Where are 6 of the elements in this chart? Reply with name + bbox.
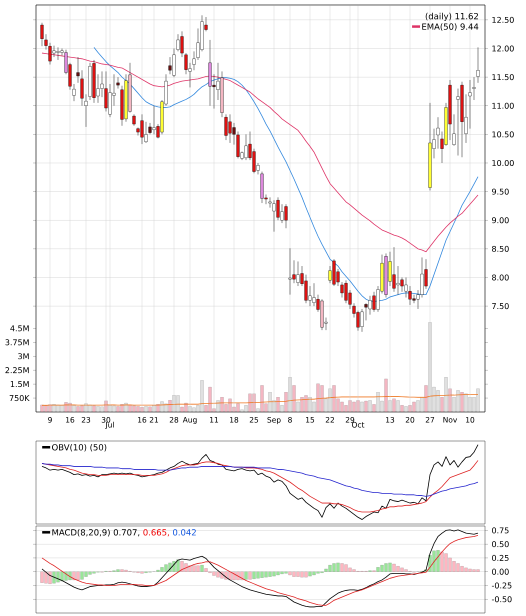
annotation: 0.042 [172, 529, 196, 536]
legend-label: MACD(8,20,9) 0.707, [52, 529, 140, 537]
legend-label: EMA(50) 9.44 [422, 23, 478, 31]
annotation: 0.665, [143, 529, 169, 536]
text: (daily) 11.62 [426, 12, 478, 21]
legend-label: OBV(10) (50) [52, 444, 106, 452]
